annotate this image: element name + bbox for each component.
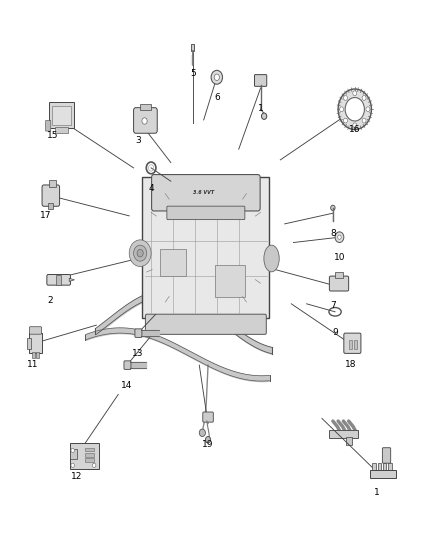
- FancyBboxPatch shape: [382, 448, 391, 463]
- Bar: [383, 463, 386, 474]
- Text: 2: 2: [48, 296, 53, 305]
- Bar: [36, 352, 39, 358]
- Circle shape: [199, 429, 205, 437]
- Bar: [70, 443, 99, 469]
- FancyBboxPatch shape: [134, 108, 157, 133]
- Text: 12: 12: [71, 472, 82, 481]
- Text: 11: 11: [27, 360, 39, 369]
- Text: 13: 13: [132, 349, 144, 358]
- Bar: [349, 340, 352, 349]
- Circle shape: [343, 95, 347, 100]
- FancyBboxPatch shape: [329, 276, 349, 291]
- Bar: [70, 449, 77, 459]
- Circle shape: [261, 113, 267, 119]
- Circle shape: [340, 107, 343, 112]
- Bar: [329, 430, 358, 438]
- FancyBboxPatch shape: [152, 175, 260, 211]
- Bar: [160, 249, 186, 276]
- Text: 14: 14: [121, 381, 133, 390]
- Bar: [55, 127, 68, 133]
- FancyBboxPatch shape: [124, 361, 131, 369]
- Bar: [140, 104, 151, 110]
- Bar: [27, 338, 31, 349]
- Text: 8: 8: [330, 229, 336, 238]
- Bar: [49, 180, 56, 187]
- Text: 1: 1: [258, 104, 264, 113]
- Circle shape: [335, 232, 344, 243]
- Circle shape: [137, 249, 143, 257]
- Bar: [85, 453, 94, 457]
- FancyBboxPatch shape: [254, 75, 267, 86]
- Circle shape: [134, 245, 147, 261]
- Circle shape: [92, 463, 96, 467]
- Circle shape: [343, 118, 347, 123]
- Text: 16: 16: [349, 125, 360, 134]
- Text: 15: 15: [47, 131, 58, 140]
- Text: 4: 4: [148, 184, 154, 193]
- Text: 9: 9: [332, 328, 338, 337]
- Bar: [191, 44, 194, 51]
- FancyBboxPatch shape: [46, 120, 51, 131]
- Bar: [354, 340, 357, 349]
- Circle shape: [71, 463, 74, 467]
- Bar: [48, 203, 53, 209]
- Circle shape: [338, 89, 371, 130]
- Circle shape: [142, 118, 147, 124]
- Circle shape: [345, 98, 364, 121]
- Text: 19: 19: [202, 440, 214, 449]
- Bar: [335, 272, 343, 278]
- Text: 18: 18: [345, 360, 356, 369]
- Circle shape: [362, 95, 366, 100]
- Bar: [372, 463, 376, 474]
- FancyBboxPatch shape: [42, 185, 60, 206]
- FancyBboxPatch shape: [203, 412, 213, 422]
- Text: 3.6 VVT: 3.6 VVT: [193, 190, 214, 195]
- FancyBboxPatch shape: [344, 333, 361, 353]
- Text: 6: 6: [214, 93, 220, 102]
- Circle shape: [71, 448, 74, 453]
- Circle shape: [366, 107, 370, 112]
- Circle shape: [362, 118, 366, 123]
- Circle shape: [214, 74, 219, 80]
- Text: 7: 7: [330, 301, 336, 310]
- Circle shape: [129, 240, 151, 266]
- Circle shape: [338, 235, 341, 239]
- Text: 5: 5: [190, 69, 196, 78]
- Text: 3: 3: [135, 136, 141, 145]
- Text: 10: 10: [334, 253, 345, 262]
- Bar: [370, 470, 396, 478]
- Bar: [85, 458, 94, 462]
- Circle shape: [353, 91, 357, 96]
- FancyBboxPatch shape: [49, 102, 74, 128]
- FancyBboxPatch shape: [47, 274, 71, 285]
- Bar: [85, 448, 94, 451]
- FancyBboxPatch shape: [135, 329, 142, 337]
- Bar: [388, 463, 392, 474]
- Circle shape: [353, 123, 357, 128]
- Polygon shape: [69, 278, 74, 281]
- Bar: [32, 352, 35, 358]
- FancyBboxPatch shape: [29, 327, 42, 334]
- Text: 1: 1: [374, 488, 380, 497]
- FancyBboxPatch shape: [167, 206, 245, 220]
- FancyBboxPatch shape: [145, 314, 266, 334]
- Bar: [378, 463, 381, 474]
- Text: 17: 17: [40, 211, 52, 220]
- FancyBboxPatch shape: [142, 177, 269, 318]
- Circle shape: [331, 205, 335, 211]
- Bar: [29, 333, 42, 353]
- Circle shape: [205, 437, 211, 443]
- Bar: [346, 437, 352, 445]
- Bar: [215, 265, 245, 297]
- Ellipse shape: [264, 245, 279, 272]
- Circle shape: [211, 70, 223, 84]
- Bar: [56, 275, 61, 285]
- Bar: [52, 106, 71, 125]
